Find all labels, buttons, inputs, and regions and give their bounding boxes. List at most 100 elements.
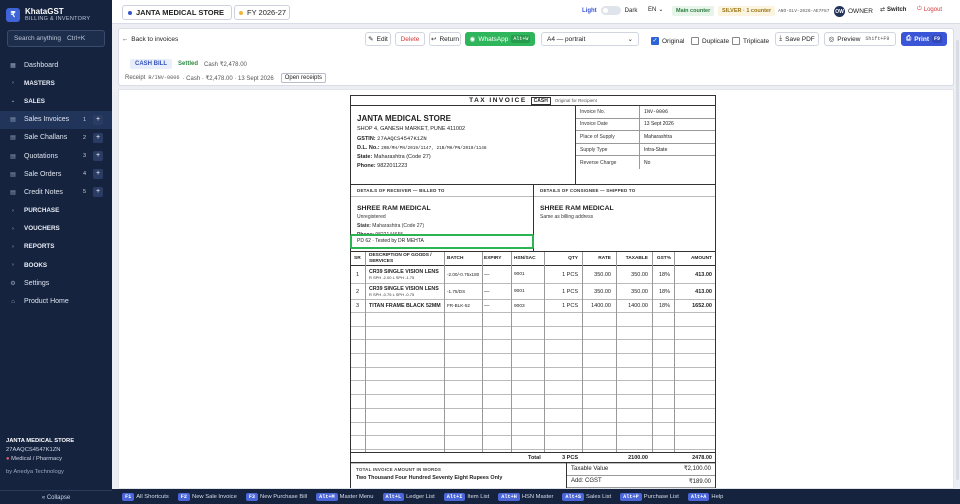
phone-label: Phone: (357, 163, 376, 169)
return-button[interactable]: ↩ Return (429, 32, 461, 46)
app-name: KhataGST (25, 7, 64, 16)
chevron-down-icon: ⌄ (10, 98, 16, 105)
paper-size-select[interactable]: A4 — portrait ⌄ (541, 32, 639, 46)
sidebar-item-purchase[interactable]: › PURCHASE (0, 202, 112, 220)
triplicate-label: Triplicate (743, 37, 770, 45)
switch-icon: ⇄ (880, 7, 886, 13)
sidebar-item-sales[interactable]: ⌄ SALES (0, 92, 112, 110)
print-label: Print (914, 35, 929, 43)
shop-selector[interactable]: JANTA MEDICAL STORE (122, 5, 232, 20)
logout-button[interactable]: ⏻ Logout (917, 6, 942, 13)
sidebar-item-label: SALES (24, 97, 45, 105)
save-pdf-button[interactable]: ⤓ Save PDF (775, 32, 819, 46)
sidebar-item-dashboard[interactable]: ▦ Dashboard (0, 56, 112, 74)
open-receipts-button[interactable]: Open receipts (280, 73, 327, 83)
switch-button[interactable]: ⇄ Switch (880, 6, 906, 14)
shortcut-key[interactable]: Alt+P (620, 492, 642, 501)
print-button[interactable]: ⎙ Print F9 (901, 32, 947, 46)
print-shortcut: F9 (932, 35, 943, 43)
sidebar-item-quotations[interactable]: ▤ Quotations 3 + (0, 147, 112, 165)
plus-icon[interactable]: + (93, 114, 103, 125)
vendor-credit: by Anedya Technology (6, 469, 64, 475)
shortcut-key[interactable]: Alt+I (443, 492, 466, 501)
preview-button[interactable]: ◎ Preview Shift+F9 (824, 32, 896, 46)
theme-toggle[interactable] (600, 6, 621, 15)
meta-value: 13 Sept 2026 (644, 121, 674, 128)
sidebar-item-label: REPORTS (24, 243, 55, 251)
language-select[interactable]: EN ⌄ (648, 6, 663, 14)
shortcut-key[interactable]: Alt+M (316, 492, 338, 501)
shortcut-key[interactable]: Alt+H (498, 492, 520, 501)
language-label: EN (648, 6, 657, 13)
sidebar-item-product-home[interactable]: ⌂ Product Home (0, 292, 112, 310)
sidebar-item-label: Credit Notes (24, 188, 63, 196)
shortcut-key[interactable]: Alt+A (687, 492, 710, 501)
delete-button[interactable]: Delete (395, 32, 425, 46)
sidebar-item-credit-notes[interactable]: ▤ Credit Notes 5 + (0, 183, 112, 201)
sidebar-item-sales-invoices[interactable]: ▤ Sales Invoices 1 + (0, 110, 112, 129)
meta-key: Reverse Charge (576, 156, 640, 169)
sidebar-item-label: Quotations (24, 152, 58, 160)
seller-name: JANTA MEDICAL STORE (357, 114, 451, 123)
plus-icon[interactable]: + (93, 169, 103, 180)
dl-label: D.L. No.: (357, 145, 380, 151)
col-gst: GST% (656, 256, 671, 261)
collapse-button[interactable]: « Collapse (0, 490, 112, 504)
shortcut-label: New Sale Invoice (192, 493, 237, 500)
col-expiry: EXPIRY (484, 256, 502, 261)
meta-row: Invoice No. INV-0006 (576, 106, 715, 119)
avatar[interactable]: OW (834, 6, 845, 17)
total-row: Total 3 PCS 2100.00 2478.00 (351, 452, 715, 463)
shortcut-key[interactable]: Alt+S (562, 492, 584, 501)
state-label: State: (357, 154, 373, 160)
plus-icon[interactable]: + (93, 187, 103, 198)
preview-shortcut: Shift+F9 (865, 36, 890, 42)
paper-size-label: A4 — portrait (547, 35, 586, 43)
edit-label: Edit (376, 35, 388, 43)
shortcut-key[interactable]: Alt+L (382, 492, 405, 501)
cell-batch: FR-BLK-52 (447, 303, 470, 308)
sidebar-item-vouchers[interactable]: › VOUCHERS (0, 220, 112, 238)
chevron-down-icon: ⌄ (627, 36, 633, 43)
back-label: Back to invoices (131, 35, 179, 43)
cell-gst: 18% (658, 303, 670, 309)
counter-badge: Main counter (672, 6, 715, 16)
shortcut-key[interactable]: F2 (177, 492, 191, 501)
sidebar-item-reports[interactable]: › REPORTS (0, 238, 112, 256)
words-header: TOTAL INVOICE AMOUNT IN WORDS (356, 467, 442, 472)
shop-dot-icon (128, 10, 132, 15)
cell-qty: 1 PCS (562, 271, 578, 278)
table-row: 1 CR39 SINGLE VISION LENS R SPH -2.00 L SP… (351, 266, 715, 284)
duplicate-checkbox[interactable]: Duplicate (691, 37, 729, 45)
meta-value: No (644, 159, 651, 166)
sidebar-item-books[interactable]: › BOOKS (0, 256, 112, 274)
scrollbar[interactable] (956, 40, 959, 480)
triplicate-checkbox[interactable]: Triplicate (732, 37, 769, 45)
plus-icon[interactable]: + (93, 151, 103, 162)
empty-row (351, 340, 715, 355)
whatsapp-button[interactable]: ◉ WhatsApp Alt+W (465, 32, 535, 46)
sidebar-item-masters[interactable]: › MASTERS (0, 74, 112, 92)
edit-button[interactable]: ✎ Edit (365, 32, 391, 46)
sidebar-item-sale-challans[interactable]: ▤ Sale Challans 2 + (0, 129, 112, 147)
shortcut-label: Sales List (585, 493, 612, 500)
receipt-number: R/INV-0006 (148, 75, 180, 81)
back-button[interactable]: ← Back to invoices (121, 32, 179, 46)
user-role: OWNER (848, 8, 873, 15)
meta-row: Invoice Date 13 Sept 2026 (576, 118, 715, 132)
cell-expiry: — (484, 271, 490, 278)
search-input[interactable]: Search anything Ctrl+K (7, 30, 105, 47)
sidebar-item-settings[interactable]: ⚙ Settings (0, 274, 112, 292)
sidebar-item-sale-orders[interactable]: ▤ Sale Orders 4 + (0, 165, 112, 183)
cell-amount: 1652.00 (692, 303, 712, 309)
meta-row: Place of Supply Maharashtra (576, 131, 715, 144)
original-checkbox[interactable]: ✓ Original (651, 37, 684, 45)
shortcut-key[interactable]: F1 (122, 492, 135, 501)
sidebar-item-label: Sale Challans (24, 134, 68, 142)
item-prescription: R SPH -2.00 L SPH -1.75 (369, 274, 415, 280)
prescription-note[interactable]: PD 62 · Tested by DR MEHTA (350, 234, 534, 249)
shortcut-key[interactable]: F3 (245, 492, 259, 501)
empty-row (351, 368, 715, 382)
fy-selector[interactable]: FY 2026-27 (234, 5, 290, 20)
plus-icon[interactable]: + (93, 132, 103, 143)
